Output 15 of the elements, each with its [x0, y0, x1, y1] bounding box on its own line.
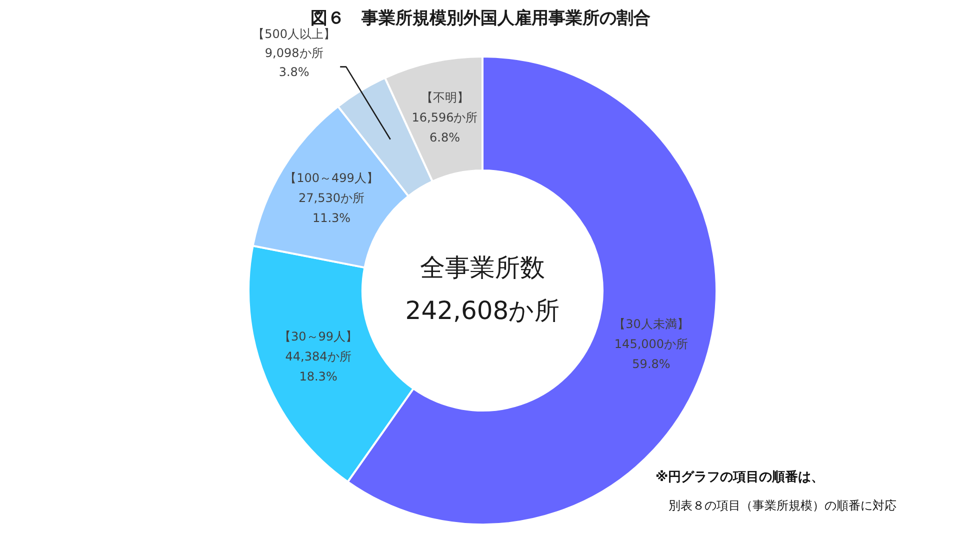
data-label: 9,098か所 3.8%	[264, 46, 324, 79]
data-label: 44,384か所 18.3%	[285, 350, 352, 384]
text: ※円グラフの項目の順番は、	[656, 469, 824, 485]
slice-label: 【100～499人】	[284, 171, 378, 186]
slice-label: 【30～99人】	[279, 330, 358, 344]
chart-title: 図６ 事業所規模別外国人雇用事業所の割合	[310, 8, 650, 28]
slice-label: 【不明】	[420, 90, 469, 105]
data-label: 145,000か所 59.8%	[614, 336, 688, 371]
data-label: 27,530か所 11.3%	[298, 191, 365, 226]
text: 242,608か所	[405, 296, 560, 325]
slice-label: 【500人以上】	[252, 26, 336, 41]
text: 全事業所数	[420, 253, 545, 282]
text: 別表８の項目（事業所規模）の順番に対応	[668, 498, 896, 512]
data-label: 16,596か所 6.8%	[412, 110, 478, 145]
slice-label: 【30人未満】	[614, 316, 689, 331]
